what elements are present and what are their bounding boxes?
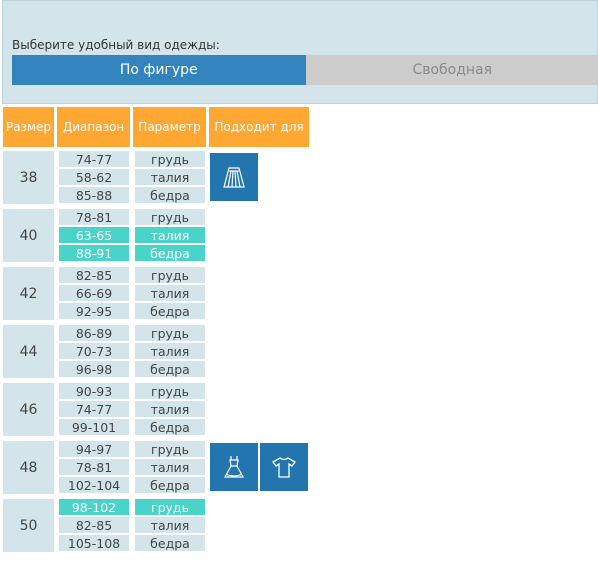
fit-toggle: По фигуре Свободная (12, 55, 598, 85)
size-cell: 38 (3, 151, 54, 204)
param-cell: бедра (135, 245, 205, 261)
range-cell: 96-98 (59, 361, 129, 377)
param-cell: талия (135, 401, 205, 417)
param-cell: бедра (135, 535, 205, 551)
size-cell: 44 (3, 325, 54, 378)
param-cell: грудь (135, 209, 205, 225)
header-param: Параметр (133, 107, 206, 147)
skirt-icon (223, 167, 245, 188)
range-cell: 74-77 (59, 151, 129, 167)
fitted-option-button[interactable]: По фигуре (12, 55, 306, 85)
range-cell: 78-81 (59, 209, 129, 225)
param-cell: талия (135, 227, 205, 243)
header-suitable-for: Подходит для (209, 107, 309, 147)
param-cell: грудь (135, 325, 205, 341)
param-cell: талия (135, 517, 205, 533)
param-cell: бедра (135, 419, 205, 435)
size-cell: 46 (3, 383, 54, 436)
range-cell: 99-101 (59, 419, 129, 435)
size-cell: 48 (3, 441, 54, 494)
size-cell: 42 (3, 267, 54, 320)
loose-option-button[interactable]: Свободная (305, 55, 598, 85)
range-cell: 102-104 (59, 477, 129, 493)
range-cell: 78-81 (59, 459, 129, 475)
range-cell: 88-91 (59, 245, 129, 261)
range-cell: 98-102 (59, 499, 129, 515)
param-cell: грудь (135, 499, 205, 515)
range-cell: 74-77 (59, 401, 129, 417)
param-cell: бедра (135, 477, 205, 493)
param-cell: талия (135, 285, 205, 301)
header-range: Диапазон (57, 107, 130, 147)
range-cell: 86-89 (59, 325, 129, 341)
param-cell: грудь (135, 151, 205, 167)
range-cell: 105-108 (59, 535, 129, 551)
tshirt-icon (272, 457, 296, 478)
size-cell: 50 (3, 499, 54, 552)
param-cell: бедра (135, 361, 205, 377)
range-cell: 82-85 (59, 517, 129, 533)
clothing-type-prompt: Выберите удобный вид одежды: (12, 38, 220, 52)
range-cell: 58-62 (59, 169, 129, 185)
range-cell: 94-97 (59, 441, 129, 457)
param-cell: талия (135, 343, 205, 359)
dress-suit-button[interactable] (210, 443, 258, 491)
range-cell: 70-73 (59, 343, 129, 359)
param-cell: талия (135, 169, 205, 185)
range-cell: 66-69 (59, 285, 129, 301)
range-cell: 63-65 (59, 227, 129, 243)
range-cell: 92-95 (59, 303, 129, 319)
range-cell: 90-93 (59, 383, 129, 399)
tshirt-suit-button[interactable] (260, 443, 308, 491)
dress-icon (223, 456, 245, 478)
range-cell: 85-88 (59, 187, 129, 203)
skirt-suit-button[interactable] (210, 153, 258, 201)
param-cell: бедра (135, 303, 205, 319)
clothing-type-panel: Выберите удобный вид одежды: По фигуре С… (2, 0, 598, 104)
range-cell: 82-85 (59, 267, 129, 283)
param-cell: талия (135, 459, 205, 475)
header-size: Размер (3, 107, 54, 147)
param-cell: грудь (135, 267, 205, 283)
param-cell: грудь (135, 383, 205, 399)
param-cell: бедра (135, 187, 205, 203)
param-cell: грудь (135, 441, 205, 457)
size-cell: 40 (3, 209, 54, 262)
